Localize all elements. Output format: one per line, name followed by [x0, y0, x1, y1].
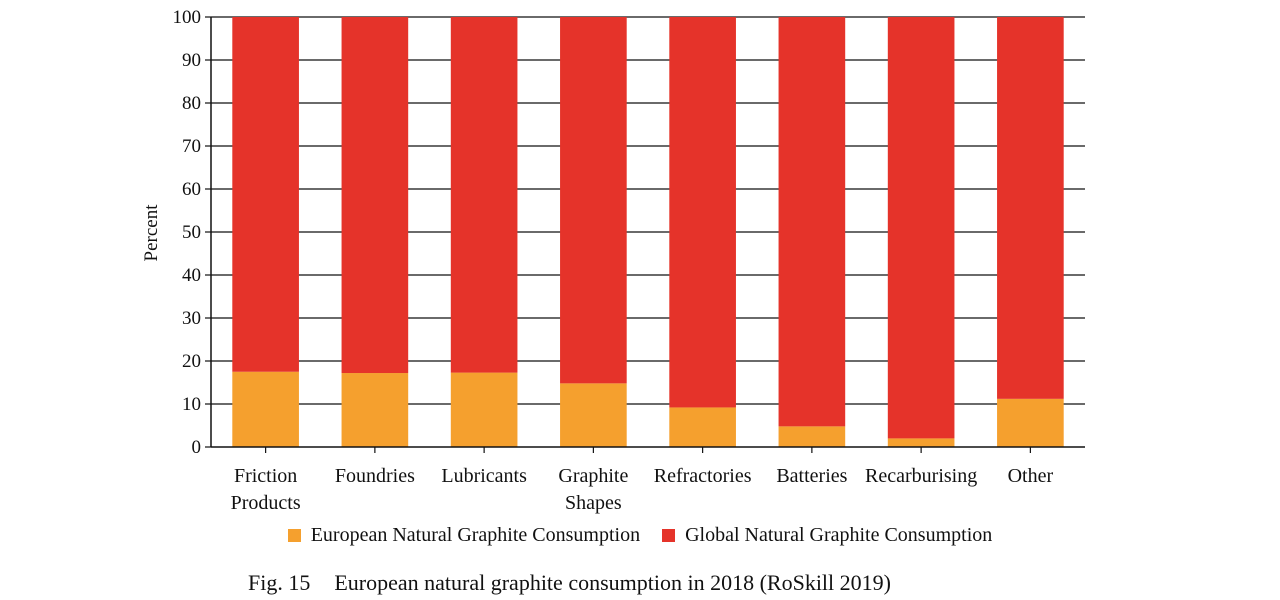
legend-item-global: Global Natural Graphite Consumption	[662, 524, 992, 547]
bar-global-1	[341, 17, 409, 374]
bar-european-7	[997, 398, 1064, 447]
bar-global-0	[232, 17, 299, 372]
y-tick-label-70: 70	[182, 136, 201, 157]
bar-global-6	[887, 17, 955, 439]
x-tick-label-6: Recarburising	[865, 465, 977, 487]
legend-item-european: European Natural Graphite Consumption	[287, 524, 641, 547]
y-tick-label-100: 100	[173, 7, 202, 28]
y-tick-label-80: 80	[182, 93, 201, 114]
x-tick-label-7: Other	[1008, 465, 1054, 487]
legend-swatch-european	[287, 529, 301, 542]
bar-global-7	[997, 17, 1064, 399]
bar-european-0	[232, 371, 299, 447]
x-tick-labels: Friction Products Foundries Lubricants Graph…	[231, 447, 1054, 514]
figure-number: Fig. 15	[248, 570, 311, 595]
bar-global-2	[450, 17, 518, 373]
bar-european-6	[887, 438, 955, 447]
x-tick-label-5: Batteries	[776, 465, 847, 487]
bars	[232, 17, 1064, 447]
x-tick-label-0: Friction Products	[231, 465, 301, 514]
bar-european-4	[669, 407, 736, 447]
x-tick-label-3: Graphite Shapes	[558, 465, 628, 514]
y-tick-label-20: 20	[182, 351, 201, 372]
legend-label-european: European Natural Graphite Consumption	[310, 524, 641, 546]
y-tick-label-40: 40	[182, 265, 201, 286]
x-tick-label-1: Foundries	[335, 465, 415, 487]
y-tick-label-10: 10	[182, 394, 201, 415]
bar-european-1	[341, 373, 409, 447]
bar-european-5	[778, 426, 846, 447]
bar-european-3	[560, 383, 627, 447]
bar-global-4	[669, 17, 736, 408]
y-tick-label-0: 0	[192, 437, 202, 458]
figure-caption: Fig. 15 European natural graphite consump…	[248, 570, 891, 596]
y-tick-label-30: 30	[182, 308, 201, 329]
y-axis-title: Percent	[141, 204, 162, 262]
legend-label-global: Global Natural Graphite Consumption	[685, 524, 993, 546]
figure-caption-text: European natural graphite consumption in…	[334, 570, 891, 595]
x-tick-label-2: Lubricants	[441, 465, 527, 487]
y-ticks: 0 10 20 30 40 50 60 70 80 90 100	[173, 7, 211, 458]
legend-swatch-global	[662, 529, 676, 542]
bar-global-5	[778, 17, 846, 427]
legend: European Natural Graphite Consumption Gl…	[0, 524, 1280, 547]
y-tick-label-90: 90	[182, 50, 201, 71]
bar-global-3	[560, 17, 627, 384]
bar-european-2	[450, 372, 518, 447]
x-tick-label-4: Refractories	[654, 465, 752, 487]
y-tick-label-60: 60	[182, 179, 201, 200]
y-tick-label-50: 50	[182, 222, 201, 243]
